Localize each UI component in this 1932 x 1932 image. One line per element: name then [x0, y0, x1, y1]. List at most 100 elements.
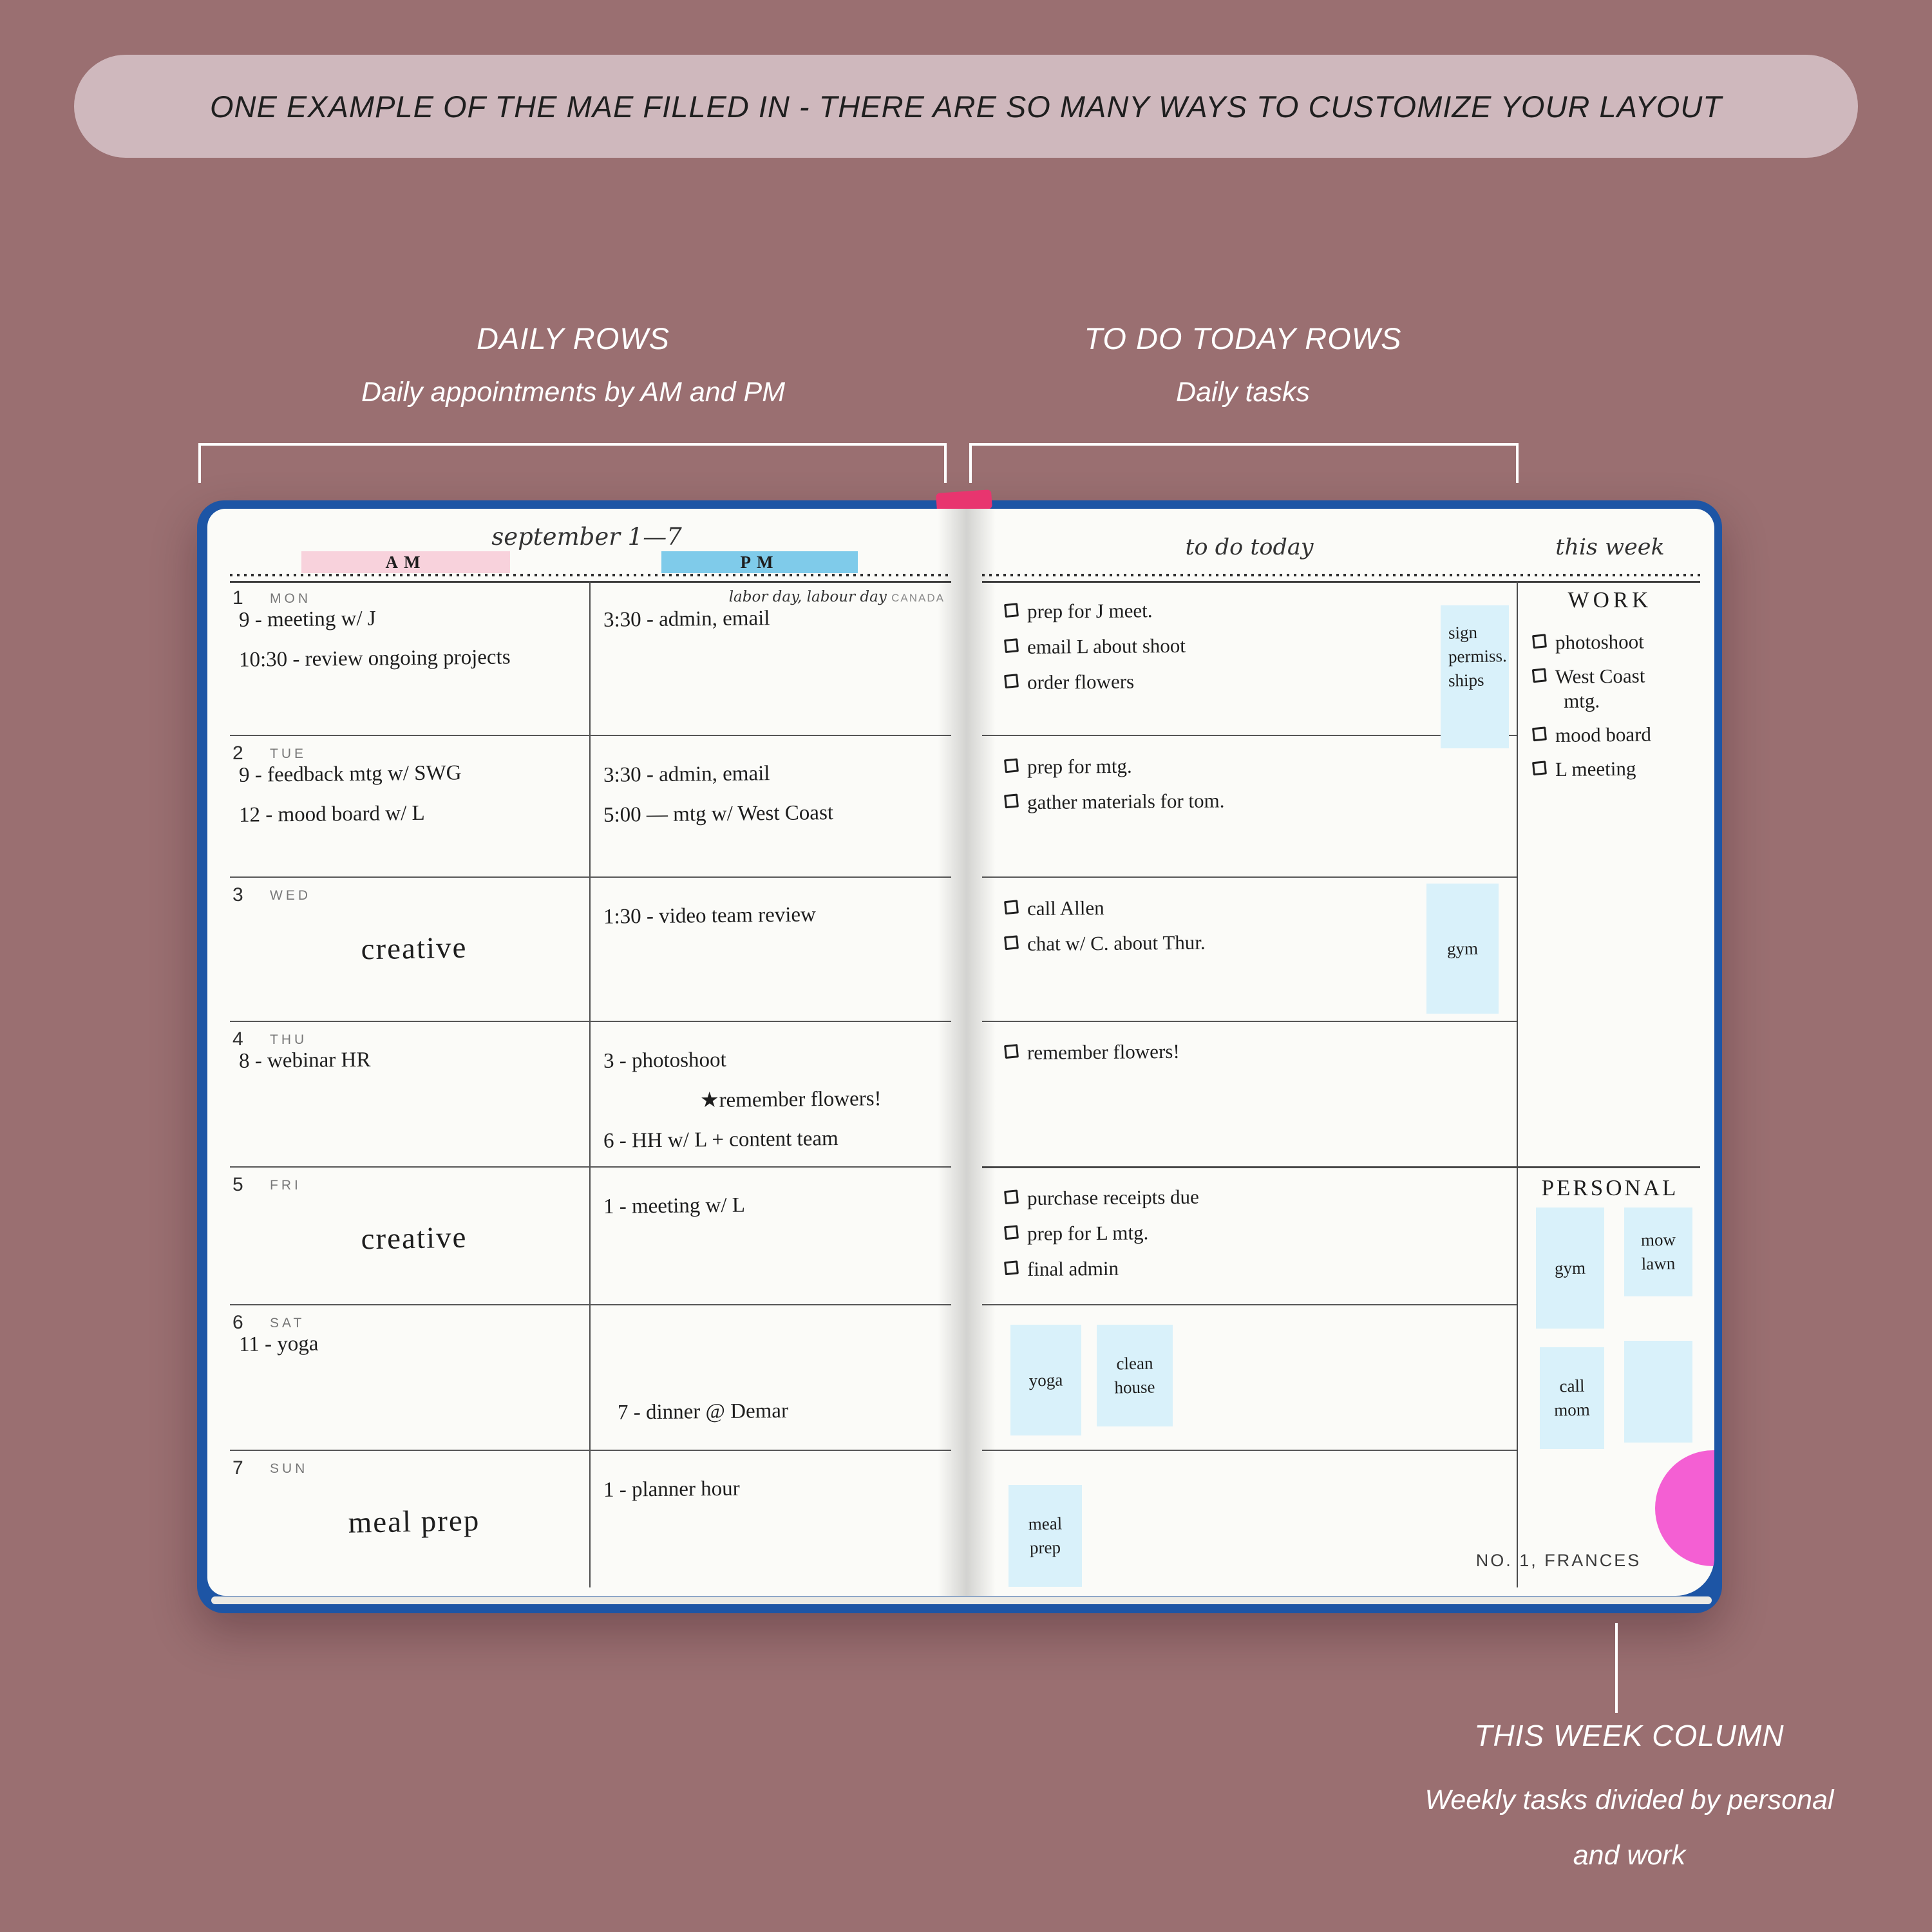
task-list: purchase receipts due prep for L mtg. fina… — [1004, 1186, 1199, 1292]
pm-label: PM — [740, 552, 779, 572]
checkbox-icon — [1004, 1189, 1019, 1205]
sticky-note-text: prep — [1029, 1537, 1061, 1558]
checkbox-icon — [1004, 935, 1019, 951]
daily-rows-subtitle: Daily appointments by AM and PM — [361, 377, 786, 408]
handwritten-entry: creative — [361, 1220, 468, 1256]
day-number: 3 — [232, 884, 243, 905]
sticky-note-text: sign — [1448, 622, 1478, 643]
day-name: SAT — [270, 1316, 305, 1331]
todo-row-7: meal prep — [982, 1451, 1517, 1587]
holiday-region: CANADA — [891, 592, 945, 604]
work-section-title: WORK — [1567, 587, 1653, 612]
handwritten-entry: 1 - meeting w/ L — [603, 1193, 746, 1218]
todo-row-divider — [982, 1450, 1517, 1451]
am-highlight-tab: AM — [301, 551, 510, 573]
handwritten-entry: 1:30 - video team review — [603, 903, 817, 929]
personal-section-rule — [982, 1166, 1700, 1168]
handwritten-entry: 11 - yoga — [238, 1332, 319, 1356]
work-item: photoshoot — [1532, 629, 1707, 656]
checkbox-icon — [1532, 634, 1547, 649]
week-date-header: september 1—7 — [491, 523, 682, 551]
am-entries: meal prep — [239, 1475, 589, 1549]
day-number: 7 — [232, 1457, 243, 1479]
page-stack-edge — [211, 1596, 1712, 1604]
day-number: 1 — [232, 587, 243, 609]
daily-rows-bracket — [198, 443, 947, 483]
header-rule — [230, 581, 951, 583]
day-divider — [230, 1021, 951, 1022]
handwritten-entry: 3:30 - admin, email — [603, 607, 770, 632]
am-entries: 8 - webinar HR — [239, 1046, 589, 1086]
checkbox-icon — [1004, 793, 1019, 809]
todo-item: email L about shoot — [1004, 634, 1186, 659]
day-divider — [230, 876, 951, 878]
sticky-note-text: gym — [1446, 938, 1479, 958]
task-list: prep for mtg. gather materials for tom. — [1004, 753, 1225, 825]
sticky-note: gym — [1536, 1208, 1604, 1329]
handwritten-entry: 9 - feedback mtg w/ SWG — [238, 761, 462, 787]
am-entries: 11 - yoga — [239, 1330, 589, 1370]
day-name: WED — [270, 888, 311, 903]
checkbox-icon — [1532, 761, 1547, 776]
pm-highlight-tab: PM — [661, 551, 858, 573]
sticky-note-text: mow — [1640, 1229, 1676, 1250]
handwritten-entry: 12 - mood board w/ L — [238, 801, 425, 827]
sticky-note: yoga — [1010, 1325, 1081, 1435]
todo-rows-subtitle: Daily tasks — [1176, 377, 1310, 408]
am-entries: creative — [239, 1192, 589, 1265]
day-number: 4 — [232, 1028, 243, 1050]
todo-item: order flowers — [1004, 669, 1186, 695]
pm-entries: 3:30 - admin, email — [603, 605, 951, 645]
day-row-thu: 4 THU 8 - webinar HR 3 - photoshoot ★remembe… — [230, 1022, 951, 1168]
work-item-continuation: mtg. — [1564, 689, 1600, 712]
sticky-note: gym — [1426, 884, 1499, 1014]
this-week-subtitle-line2: and work — [1573, 1840, 1686, 1871]
todo-item: prep for mtg. — [1004, 753, 1225, 780]
day-name: MON — [270, 591, 311, 606]
this-week-annotation: THIS WEEK COLUMN Weekly tasks divided by… — [1340, 1718, 1919, 1883]
todo-row-1: prep for J meet. email L about shoot order… — [982, 581, 1517, 748]
personal-section-title: PERSONAL — [1541, 1175, 1679, 1200]
todo-row-divider — [982, 876, 1517, 878]
sticky-note: mow lawn — [1624, 1208, 1692, 1296]
sticky-note: call mom — [1540, 1347, 1604, 1449]
am-entries: 9 - meeting w/ J 10:30 - review ongoing p… — [239, 605, 589, 685]
dotted-rule — [982, 574, 1700, 576]
this-week-subtitle-line1: Weekly tasks divided by personal — [1425, 1785, 1834, 1815]
todo-rows-bracket — [969, 443, 1519, 483]
handwritten-entry: 8 - webinar HR — [238, 1048, 371, 1073]
work-list: photoshoot West Coast mtg. mood board L meet… — [1531, 629, 1707, 791]
work-item: L meeting — [1532, 756, 1707, 782]
todo-item: prep for J meet. — [1004, 598, 1186, 624]
checkbox-icon — [1004, 603, 1019, 618]
sticky-note-text: house — [1114, 1377, 1155, 1397]
top-banner: ONE EXAMPLE OF THE MAE FILLED IN - THERE… — [74, 55, 1858, 158]
todo-row-divider — [982, 1021, 1517, 1022]
handwritten-entry: 7 - dinner @ Demar — [617, 1399, 789, 1425]
sticky-note-text: ships — [1448, 670, 1484, 690]
work-item: mood board — [1532, 722, 1707, 748]
handwritten-entry: ★remember flowers! — [699, 1087, 882, 1113]
am-pm-divider — [589, 581, 591, 1587]
handwritten-entry: 6 - HH w/ L + content team — [603, 1127, 838, 1153]
pm-entries: 1 - planner hour — [603, 1475, 951, 1515]
daily-rows-annotation: DAILY ROWS Daily appointments by AM and … — [251, 321, 895, 408]
sticky-note-text: clean — [1116, 1353, 1153, 1374]
day-row-fri: 5 FRI creative 1 - meeting w/ L — [230, 1168, 951, 1305]
todo-row-6: yoga clean house — [982, 1305, 1517, 1451]
handwritten-entry: meal prep — [348, 1504, 480, 1540]
sticky-note — [1624, 1341, 1692, 1443]
sticky-note-text: yoga — [1028, 1370, 1063, 1390]
todo-row-3: call Allen chat w/ C. about Thur. gym — [982, 878, 1517, 1022]
checkbox-icon — [1004, 1044, 1019, 1059]
pm-entries: 1:30 - video team review — [603, 902, 951, 942]
handwritten-entry: 3 - photoshoot — [603, 1048, 726, 1073]
holiday-note: labor day, labour day CANADA — [728, 589, 945, 605]
todo-item: chat w/ C. about Thur. — [1004, 931, 1206, 957]
checkbox-icon — [1532, 726, 1547, 742]
todo-item: gather materials for tom. — [1004, 789, 1225, 815]
work-item: West Coast mtg. — [1531, 663, 1707, 714]
sticky-note-text: lawn — [1641, 1253, 1676, 1274]
day-number: 5 — [232, 1174, 243, 1195]
task-list: call Allen chat w/ C. about Thur. — [1004, 896, 1206, 967]
